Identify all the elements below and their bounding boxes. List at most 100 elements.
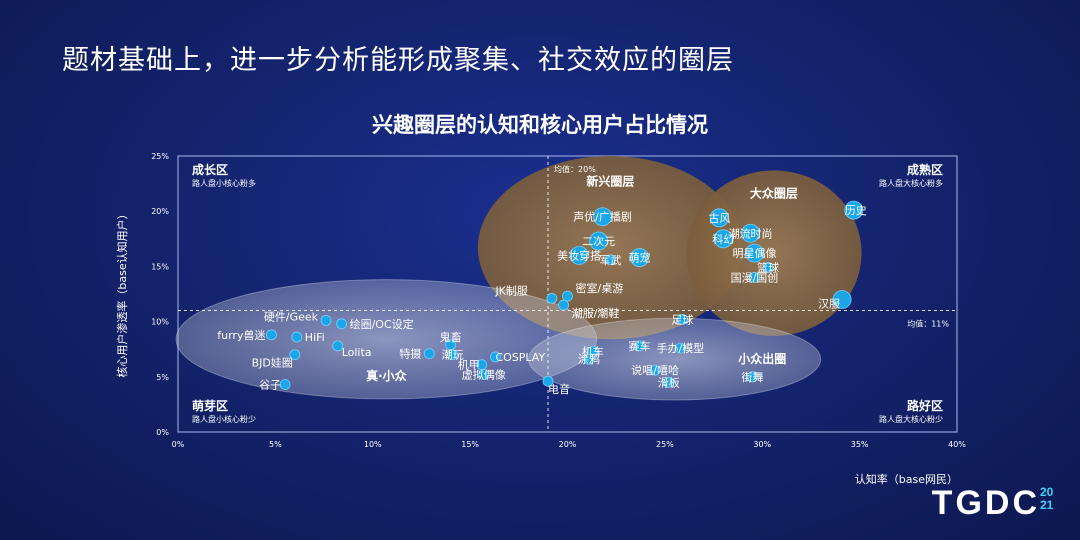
data-point-label: 篮球 (757, 261, 779, 275)
brand-year-bottom: 21 (1040, 498, 1054, 512)
data-point-label: 潮服/潮鞋 (572, 306, 620, 320)
data-point (677, 313, 688, 325)
data-point-label: 国漫/国创 (731, 270, 779, 284)
data-point (741, 223, 760, 243)
data-point-label: 绘圈/OC设定 (350, 317, 414, 331)
quadrant-title: 成长区 (192, 162, 228, 177)
brand-logo: TGDC (931, 484, 1040, 522)
data-point-label: 街舞 (742, 370, 764, 384)
data-point (558, 299, 570, 311)
group-label: 小众出圈 (738, 351, 786, 366)
data-point (604, 254, 616, 266)
data-point (320, 315, 332, 326)
x-tick-label: 15% (461, 440, 479, 449)
x-tick-label: 20% (559, 440, 577, 449)
data-point (478, 369, 490, 380)
data-point-label: 说唱/嘻哈 (631, 363, 679, 377)
data-point (332, 340, 344, 352)
quadrant-subtitle: 路人盘小核心粉少 (192, 414, 256, 424)
data-point-label: 硬件/Geek (264, 310, 319, 323)
x-tick-label: 10% (364, 440, 382, 449)
group-label: 大众圈层 (750, 186, 798, 201)
y-mean-label: 均值：11% (907, 319, 949, 329)
data-point (749, 272, 760, 283)
y-tick-label: 25% (151, 152, 169, 161)
data-point (266, 329, 277, 341)
group-label: 真·小众 (366, 368, 408, 383)
y-tick-label: 20% (151, 207, 169, 216)
y-tick-label: 0% (156, 428, 169, 437)
data-point (423, 348, 435, 360)
group-shape-2 (686, 170, 862, 336)
data-point-label: 滑板 (658, 375, 680, 389)
x-mean-label: 均值：20% (554, 164, 596, 174)
data-point-label: 历史 (845, 204, 867, 217)
x-tick-label: 25% (656, 440, 674, 449)
data-point (336, 318, 347, 330)
data-point-label: 足球 (671, 312, 693, 326)
data-point-label: Lolita (342, 346, 372, 359)
data-point (762, 262, 774, 273)
data-point (447, 349, 458, 361)
data-point-label: 涂鸦 (578, 352, 600, 366)
data-point-label: 机车 (582, 344, 604, 358)
data-point (593, 207, 612, 227)
data-point-label: 电音 (548, 382, 570, 396)
data-point (844, 200, 864, 220)
data-point-label: 军武 (599, 254, 621, 267)
data-point (289, 349, 301, 361)
data-point (630, 248, 649, 267)
data-point (583, 353, 595, 365)
data-point-label: 虚拟偶像 (462, 368, 506, 382)
data-point-label: HiFi (305, 331, 325, 344)
data-point (562, 290, 573, 302)
data-point-label: BJD娃圈 (252, 357, 293, 370)
data-point-label: furry兽迷 (217, 328, 265, 342)
data-point (542, 375, 554, 387)
x-tick-label: 35% (851, 440, 869, 449)
x-tick-label: 5% (269, 440, 282, 449)
plot-area-border (177, 155, 958, 433)
data-point-label: 谷子 (259, 379, 281, 392)
data-point (663, 376, 675, 388)
data-point (747, 371, 758, 383)
data-point-label: 明星偶像 (732, 247, 776, 260)
group-shape-4 (528, 317, 822, 401)
quadrant-title: 路好区 (907, 398, 943, 413)
data-point-label: 萌宠 (629, 251, 651, 265)
slide-title: 题材基础上，进一步分析能形成聚集、社交效应的圈层 (62, 45, 734, 76)
brand-year-top: 20 (1040, 485, 1054, 499)
data-point-label: 密室/桌游 (576, 281, 624, 295)
data-point-label: 古风 (708, 212, 730, 225)
data-point-label: 赛车 (629, 339, 651, 353)
data-point-label: 潮流时尚 (729, 226, 773, 240)
data-point (490, 351, 501, 363)
brand-year: 20 21 (1040, 486, 1058, 512)
data-point (291, 331, 303, 343)
data-point (710, 208, 729, 228)
data-point-label: 特摄 (399, 347, 421, 361)
group-shape-1 (477, 156, 743, 340)
data-point (279, 379, 291, 390)
data-point-label: COSPLAY (495, 351, 545, 364)
data-point-label: 二次元 (582, 234, 615, 248)
data-point-label: 声优/广播剧 (573, 210, 632, 224)
data-point-label: 手办/模型 (657, 341, 705, 355)
y-tick-label: 15% (151, 262, 169, 271)
data-point-label: 机甲 (458, 358, 480, 372)
x-tick-label: 40% (948, 440, 966, 449)
quadrant-subtitle: 路人盘小核心粉多 (192, 178, 256, 188)
data-point (649, 364, 661, 376)
data-point (546, 293, 558, 304)
data-point-label: 汉服 (818, 298, 840, 311)
x-tick-label: 30% (753, 440, 771, 449)
quadrant-title: 成熟区 (907, 162, 943, 177)
data-point-label: 潮玩 (442, 348, 464, 362)
data-point (745, 243, 764, 263)
data-point-label: JK制服 (494, 284, 527, 297)
quadrant-title: 萌芽区 (192, 398, 228, 413)
y-axis-label: 核心用户渗透率（base认知用户） (115, 208, 129, 377)
chart-title: 兴趣圈层的认知和核心用户占比情况 (372, 113, 708, 137)
data-point-label: 美妆穿搭 (557, 248, 601, 262)
